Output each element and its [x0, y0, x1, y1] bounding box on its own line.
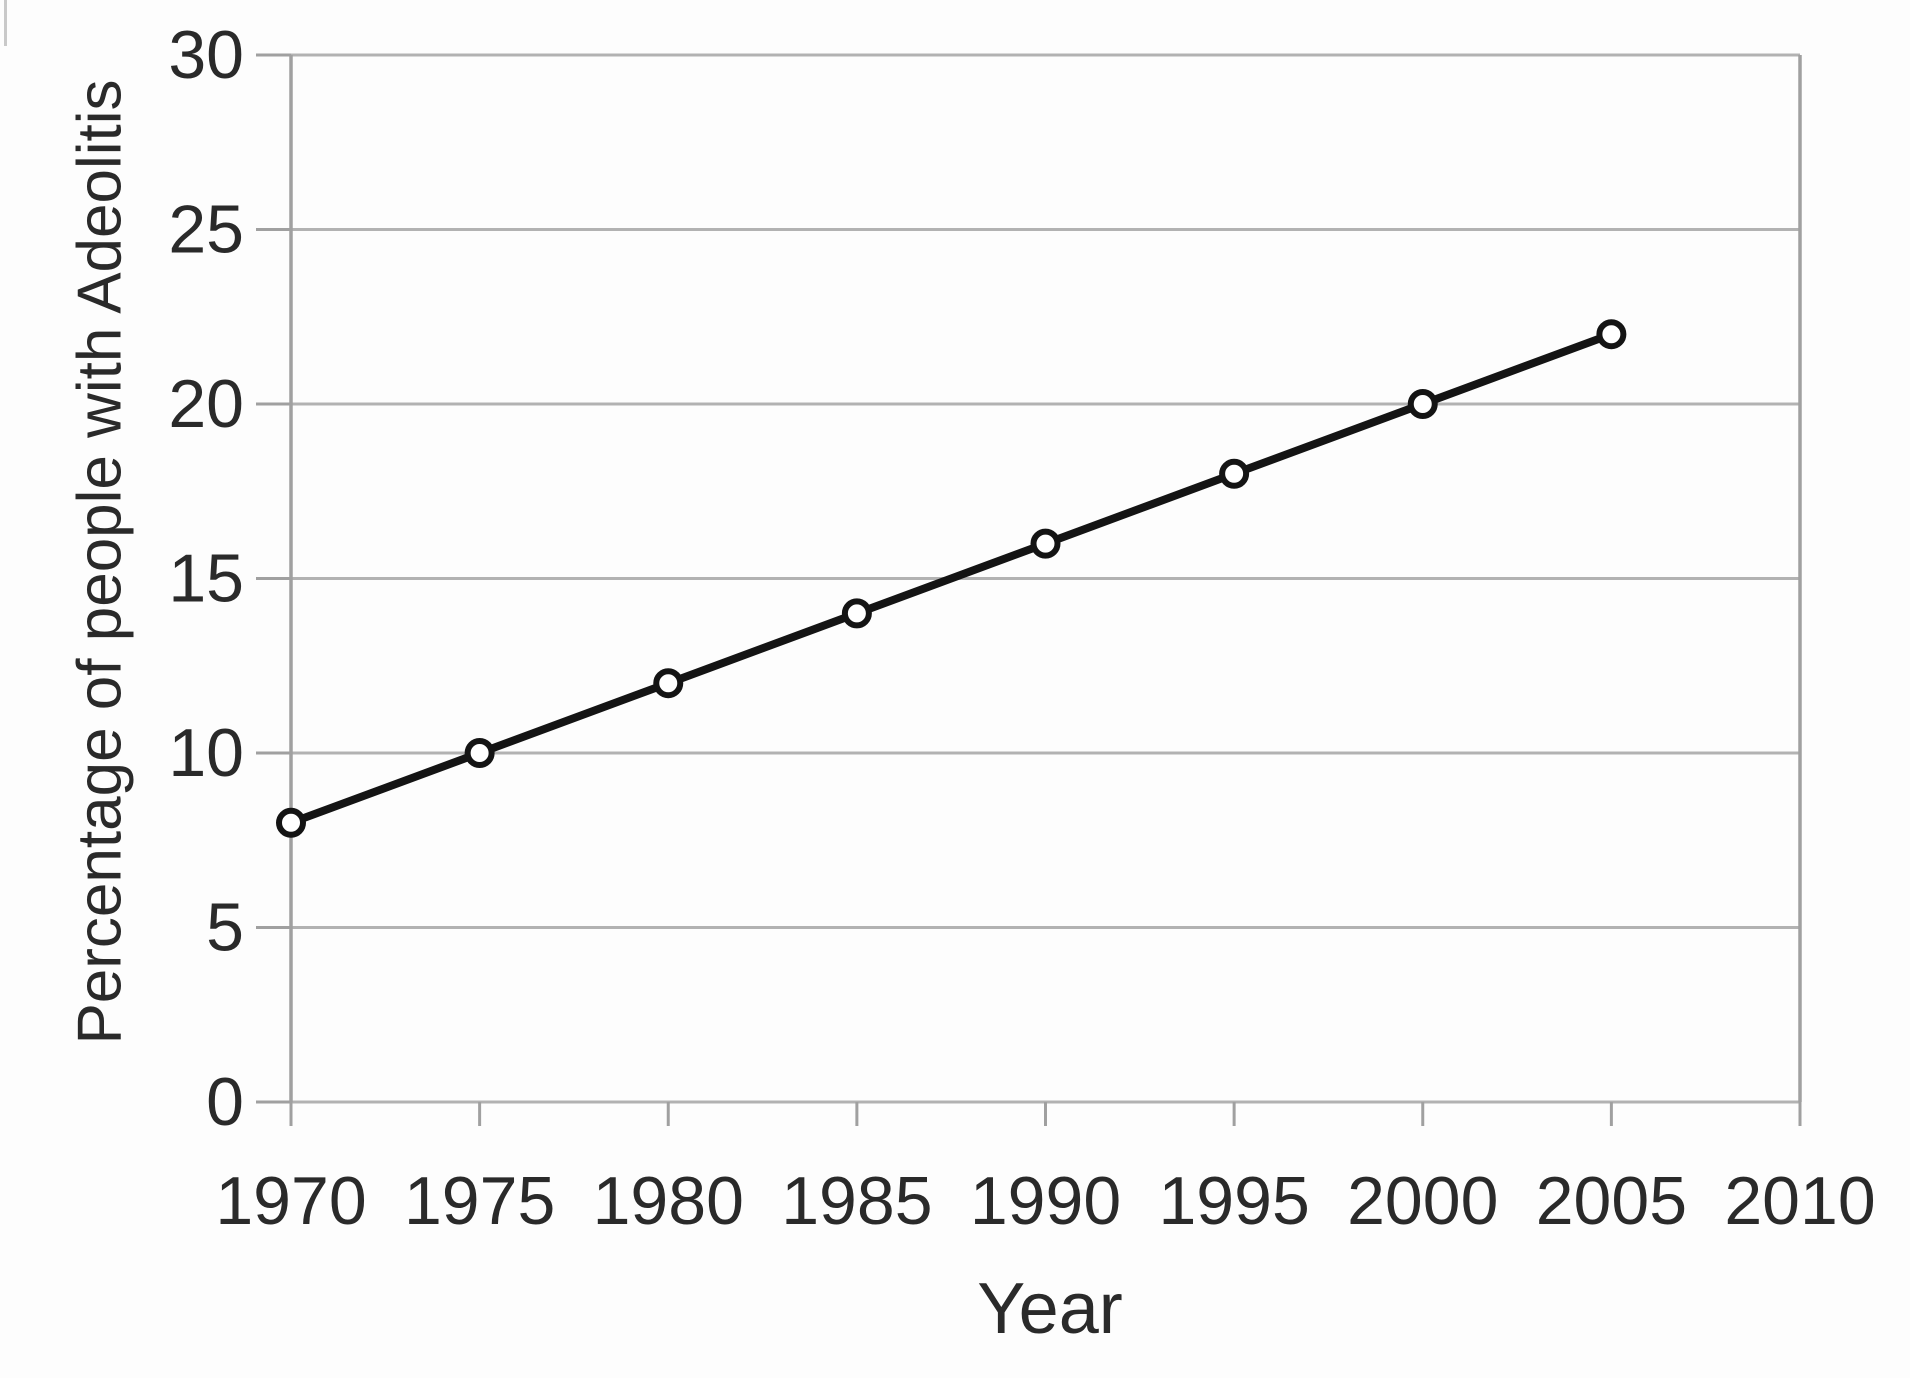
y-axis-title: Percentage of people with Adeolitis — [65, 79, 135, 1045]
x-tick-label: 1990 — [970, 1163, 1121, 1239]
x-tick-label: 2010 — [1724, 1163, 1875, 1239]
data-point-marker — [841, 598, 872, 629]
x-tick-label: 2000 — [1347, 1163, 1498, 1239]
y-tick-label: 0 — [206, 1064, 244, 1140]
data-point-marker — [1407, 389, 1438, 419]
x-axis-title: Year — [977, 1269, 1123, 1349]
x-tick-label: 1980 — [593, 1163, 744, 1239]
x-tick-label: 1970 — [215, 1163, 366, 1239]
y-tick-label: 10 — [168, 715, 244, 791]
data-point-marker — [653, 668, 684, 699]
y-tick-label: 5 — [206, 890, 244, 966]
y-tick-label: 25 — [168, 192, 244, 268]
y-tick-label: 20 — [168, 366, 244, 442]
x-tick-label: 2005 — [1536, 1163, 1687, 1239]
data-line — [287, 330, 1616, 827]
data-point-marker — [1219, 458, 1250, 489]
data-point-marker — [276, 807, 306, 838]
data-point-marker — [1596, 319, 1627, 350]
x-tick-label: 1985 — [781, 1163, 932, 1239]
scan-edge-artifact — [4, 0, 7, 46]
x-tick-label: 1975 — [404, 1163, 555, 1239]
data-point-marker — [464, 738, 495, 768]
y-tick-label: 30 — [168, 17, 244, 93]
data-point-marker — [1030, 528, 1061, 559]
y-tick-label: 15 — [168, 541, 244, 617]
x-tick-label: 1995 — [1158, 1163, 1309, 1239]
